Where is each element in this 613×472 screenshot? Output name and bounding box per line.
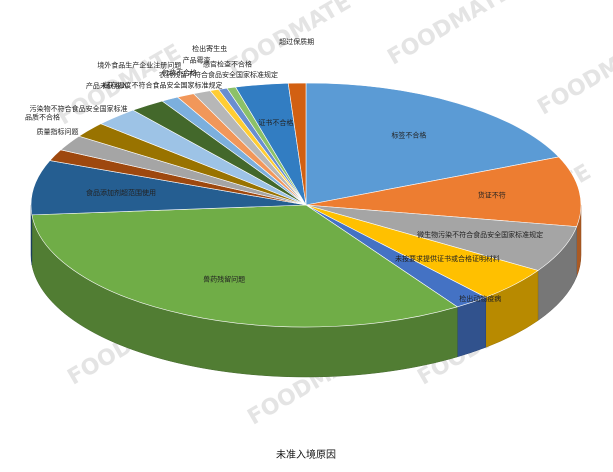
- slice: [31, 204, 459, 328]
- watermark: FOODMATE: [384, 0, 516, 70]
- slice-label: 兽药残留问题: [203, 275, 245, 284]
- pie-sides: [30, 204, 582, 378]
- chart-title: 未准入境原因: [276, 448, 336, 461]
- slice: [30, 160, 307, 216]
- pie-tops: [30, 82, 582, 328]
- slice-label: 标签不合格: [391, 131, 426, 140]
- watermark: FOODMATE: [534, 30, 613, 121]
- slice-label: 感官检查不合格: [203, 60, 252, 69]
- slice: [287, 82, 307, 206]
- slice: [305, 156, 582, 227]
- slice-label: 质量指标问题: [37, 127, 79, 136]
- slice-label: 污染物不符合食品安全国家标准: [30, 104, 128, 113]
- slice-label: 农药残留不符合食品安全国家标准规定: [159, 70, 278, 79]
- slice-label: 检出动物疫病: [459, 294, 501, 303]
- slice-label: 品质不合格: [25, 113, 60, 122]
- slice-label: 储存温度不符合食品安全国家标准规定: [103, 81, 222, 90]
- slice: [305, 82, 560, 206]
- slice-label: 货证不符: [478, 191, 506, 200]
- slice-labels: 标签不合格货证不符微生物污染不符合食品安全国家标准规定未按要求提供证书或合格证明…: [25, 37, 543, 303]
- slice-label: 超过保质期: [279, 37, 314, 46]
- slice-label: 未按要求提供证书或合格证明材料: [395, 254, 500, 263]
- slice-label: 产品霉变: [183, 55, 211, 64]
- slice-side: [457, 296, 487, 358]
- slice-label: 产品未获准入: [86, 81, 128, 90]
- slice-label: 微生物污染不符合食品安全国家标准规定: [417, 230, 543, 239]
- slice-label: 证书不合格: [258, 118, 293, 127]
- slice-label: 食品添加剂超范围使用: [86, 188, 156, 197]
- slice-label: 包装不合格: [162, 68, 197, 77]
- slice-label: 境外食品生产企业注册问题: [97, 60, 181, 69]
- slice-label: 检出寄生虫: [192, 44, 227, 53]
